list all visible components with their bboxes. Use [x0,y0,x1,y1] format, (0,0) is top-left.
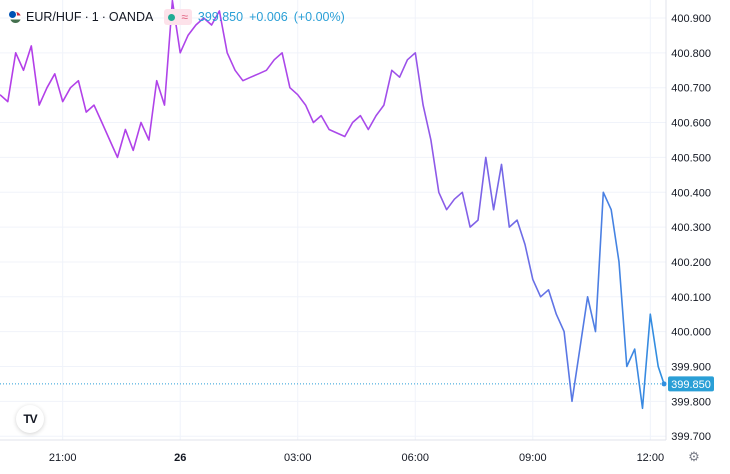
y-tick-label: 400.100 [671,292,711,304]
wave-icon: ≈ [181,10,188,24]
y-tick-label: 399.700 [671,431,711,443]
settings-gear-icon[interactable]: ⚙ [688,449,700,464]
symbol-name[interactable]: EUR/HUF [26,10,82,24]
data-source: OANDA [108,10,154,24]
market-open-dot-icon [168,13,176,21]
x-tick-label: 21:00 [49,452,77,464]
y-tick-label: 400.900 [671,13,711,25]
x-tick-label: 06:00 [402,452,430,464]
price-change-percent: (+0.00%) [293,10,345,24]
y-tick-label: 400.600 [671,118,711,130]
grid [0,0,666,440]
y-tick-label: 400.000 [671,327,711,339]
y-tick-label: 400.300 [671,222,711,234]
price-change: +0.006 [249,10,288,24]
x-tick-label: 09:00 [519,452,547,464]
separator: · [101,10,106,24]
interval[interactable]: 1 [91,10,99,24]
tradingview-logo-icon[interactable]: TV [16,405,44,433]
current-price-tag: 399.850 [668,376,714,392]
separator: · [84,10,89,24]
price-axis: 400.900 400.800 400.700 400.600 400.500 400.4… [671,13,711,443]
y-tick-label: 400.700 [671,83,711,95]
y-tick-label: 400.500 [671,152,711,164]
y-tick-label: 399.800 [671,396,711,408]
y-tick-label: 399.900 [671,362,711,374]
chart-legend: EUR/HUF · 1 · OANDA ≈ 399.850 +0.006 (+0… [8,9,345,25]
price-series-line [0,0,665,410]
currency-flag-icon [8,9,21,23]
y-tick-label: 400.200 [671,257,711,269]
market-status[interactable]: ≈ [164,9,192,25]
current-price-label: 399.850 [671,379,711,391]
time-axis: 21:00 26 03:00 06:00 09:00 12:00 [49,452,664,464]
x-tick-label: 12:00 [637,452,665,464]
x-tick-label: 03:00 [284,452,312,464]
y-tick-label: 400.800 [671,48,711,60]
last-price-point [661,381,667,387]
last-price: 399.850 [197,10,244,24]
y-tick-label: 400.400 [671,187,711,199]
x-tick-label: 26 [174,452,186,464]
